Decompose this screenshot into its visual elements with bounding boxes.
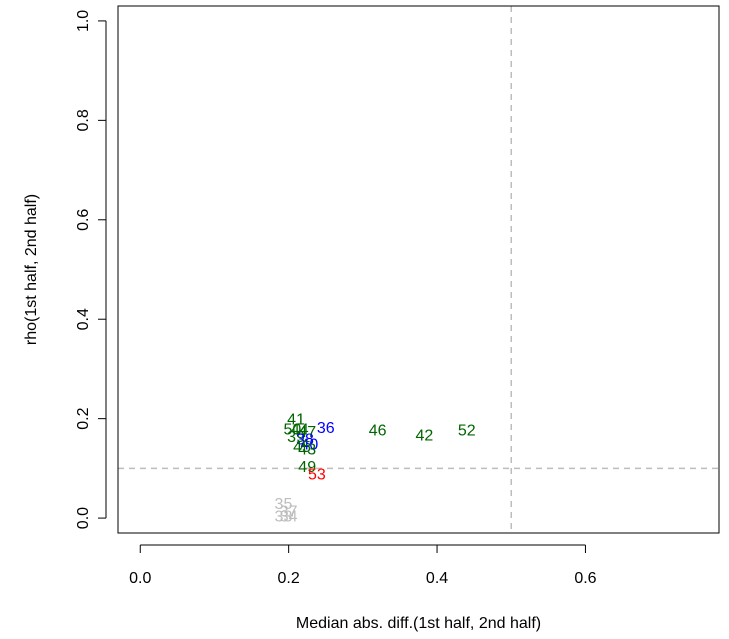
data-point-36: 36 bbox=[317, 420, 335, 437]
y-axis: 0.0 0.2 0.4 0.6 0.8 1.0 bbox=[75, 10, 107, 529]
data-point-39: 39 bbox=[287, 429, 305, 446]
y-tick-label: 0.2 bbox=[75, 407, 92, 429]
y-tick-label: 0.0 bbox=[75, 507, 92, 529]
plot-frame bbox=[117, 5, 720, 534]
data-point-42: 42 bbox=[416, 428, 434, 445]
data-point-43: 43 bbox=[298, 441, 316, 458]
y-axis-title: rho(1st half, 2nd half) bbox=[23, 194, 40, 345]
data-point-35: 35 bbox=[275, 496, 293, 513]
y-tick-label: 0.4 bbox=[75, 308, 92, 330]
x-tick-label: 0.2 bbox=[278, 570, 300, 587]
data-point-49: 49 bbox=[298, 459, 316, 476]
x-axis: 0.0 0.2 0.4 0.6 bbox=[129, 544, 597, 587]
data-point-46: 46 bbox=[369, 423, 387, 440]
data-point-34: 34 bbox=[280, 509, 298, 526]
data-point-37: 37 bbox=[280, 504, 298, 521]
data-point-33: 33 bbox=[275, 509, 293, 526]
y-tick-label: 0.8 bbox=[75, 109, 92, 131]
data-point-50: 50 bbox=[283, 422, 301, 439]
data-point-53: 53 bbox=[308, 466, 326, 483]
data-point-44: 44 bbox=[291, 422, 309, 439]
x-tick-label: 0.6 bbox=[574, 570, 596, 587]
y-tick-label: 0.6 bbox=[75, 209, 92, 231]
data-point-40: 40 bbox=[301, 437, 319, 454]
data-point-45: 45 bbox=[293, 439, 311, 456]
y-tick-label: 1.0 bbox=[75, 10, 92, 32]
data-point-47: 47 bbox=[298, 424, 316, 441]
data-point-41: 41 bbox=[287, 412, 305, 429]
reference-lines bbox=[118, 6, 719, 533]
data-point-52: 52 bbox=[458, 423, 476, 440]
x-axis-title: Median abs. diff.(1st half, 2nd half) bbox=[296, 615, 541, 632]
x-tick-label: 0.0 bbox=[129, 570, 151, 587]
data-point-38: 38 bbox=[296, 432, 314, 449]
x-tick-label: 0.4 bbox=[426, 570, 448, 587]
